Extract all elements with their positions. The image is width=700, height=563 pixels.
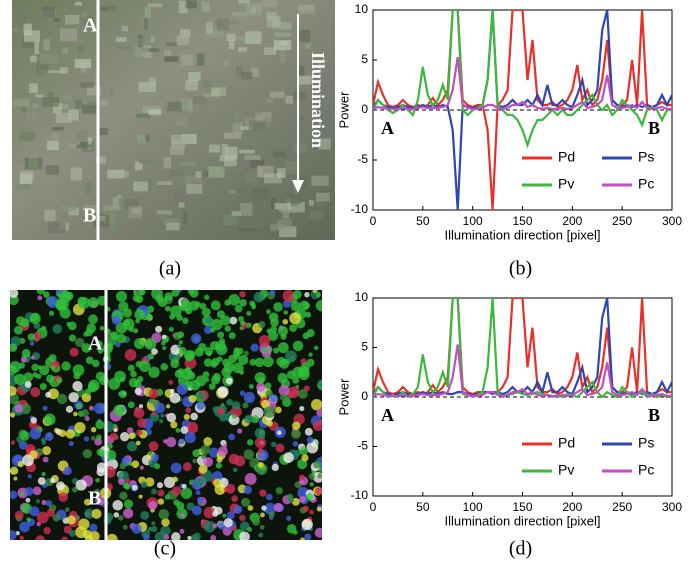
series-line [373,56,672,111]
x-tick-label: 100 [463,500,483,514]
x-tick-label: 150 [512,214,532,228]
legend-label: Pv [558,462,574,478]
y-tick-label: 0 [361,389,368,403]
y-tick-label: -10 [351,202,369,216]
point-label: B [83,205,96,227]
legend-label: Pd [558,149,575,165]
series-line [373,10,672,149]
series-line [373,344,672,398]
x-tick-label: 200 [562,500,582,514]
series-line [373,298,672,399]
x-tick-label: 250 [612,500,632,514]
caption: (a) [159,258,181,280]
point-label: B [88,488,101,510]
arrow-head [292,180,304,193]
x-tick-label: 300 [662,500,682,514]
image-texture [10,290,322,540]
y-tick-label: 5 [361,340,368,354]
point-label: A [83,15,98,37]
caption: (c) [154,538,176,560]
x-tick-label: 100 [463,214,483,228]
point-label: A [381,118,394,138]
point-label: B [648,118,660,138]
legend-label: Ps [638,435,654,451]
x-tick-label: 200 [562,214,582,228]
legend-label: Pc [638,176,654,192]
point-label: A [381,405,394,425]
legend-label: Ps [638,149,654,165]
y-tick-label: 10 [355,290,369,304]
y-tick-label: 10 [355,2,369,16]
legend-label: Pv [558,176,574,192]
x-tick-label: 50 [416,500,430,514]
photo-texture [12,0,331,237]
point-label: A [88,333,103,355]
x-axis-label: Illumination direction [pixel] [444,513,600,528]
y-tick-label: -5 [357,152,368,166]
y-tick-label: 0 [361,102,368,116]
x-tick-label: 300 [662,214,682,228]
legend-label: Pc [638,462,654,478]
y-axis-label: Power [336,91,351,129]
x-tick-label: 250 [612,214,632,228]
caption: (d) [509,538,532,560]
caption: (b) [509,258,532,280]
y-tick-label: -5 [357,439,368,453]
x-tick-label: 150 [512,500,532,514]
x-tick-label: 50 [416,214,430,228]
illumination-label: Illumination [308,52,328,148]
point-label: B [648,405,660,425]
x-axis-label: Illumination direction [pixel] [444,227,600,242]
legend-label: Pd [558,435,575,451]
y-axis-label: Power [336,378,351,416]
y-tick-label: -10 [351,488,369,502]
x-tick-label: 0 [370,500,377,514]
y-tick-label: 5 [361,52,368,66]
x-tick-label: 0 [370,214,377,228]
